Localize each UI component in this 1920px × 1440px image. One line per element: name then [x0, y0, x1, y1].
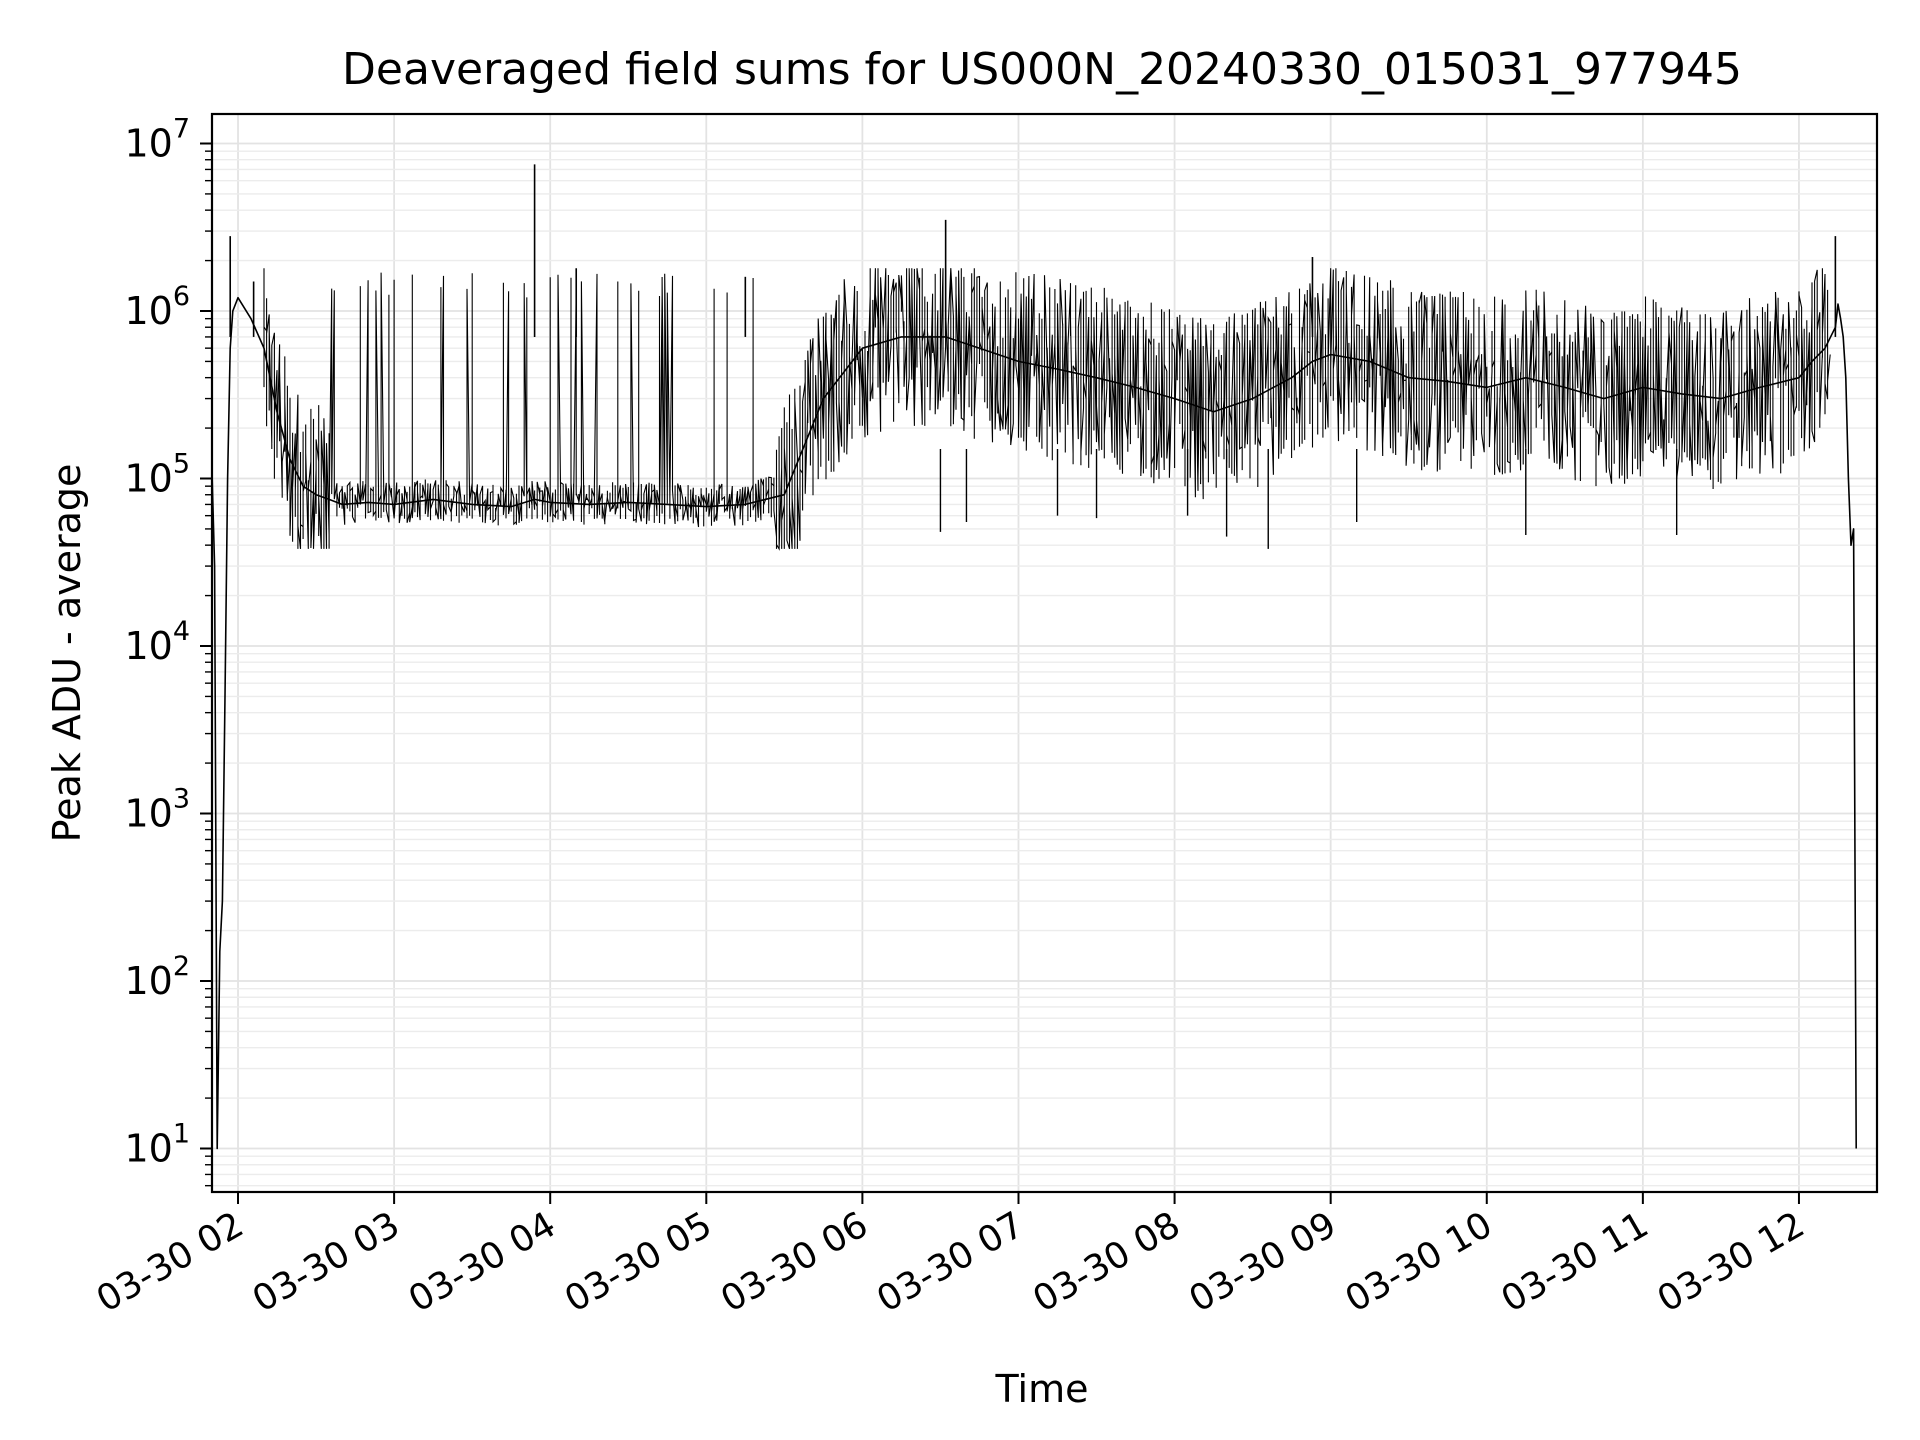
y-tick-base: 10 [124, 792, 172, 836]
y-tick-exponent: 2 [173, 951, 190, 982]
y-tick-label: 106 [124, 281, 190, 333]
y-tick-exponent: 5 [173, 449, 190, 480]
series-noise-band [263, 268, 1831, 551]
y-tick-base: 10 [124, 457, 172, 501]
y-tick-exponent: 6 [173, 281, 190, 312]
y-tick-base: 10 [124, 289, 172, 333]
x-axis-label: Time [995, 1367, 1089, 1411]
y-tick-label: 105 [124, 449, 190, 501]
y-tick-label: 103 [124, 784, 190, 836]
y-tick-label: 101 [124, 1119, 190, 1171]
chart-title: Deaveraged field sums for US000N_2024033… [342, 44, 1742, 95]
y-tick-exponent: 3 [173, 784, 190, 815]
y-tick-base: 10 [124, 624, 172, 668]
y-tick-exponent: 4 [173, 616, 190, 647]
y-tick-label: 104 [124, 616, 190, 668]
y-axis-label: Peak ADU - average [45, 464, 89, 843]
y-tick-base: 10 [124, 1127, 172, 1171]
y-tick-base: 10 [124, 959, 172, 1003]
data-series [211, 164, 1857, 1150]
grid [212, 114, 1877, 1192]
y-tick-label: 107 [124, 113, 190, 165]
y-tick-exponent: 1 [173, 1119, 190, 1150]
y-tick-label: 102 [124, 951, 190, 1003]
y-tick-base: 10 [124, 121, 172, 165]
y-tick-exponent: 7 [173, 113, 190, 144]
